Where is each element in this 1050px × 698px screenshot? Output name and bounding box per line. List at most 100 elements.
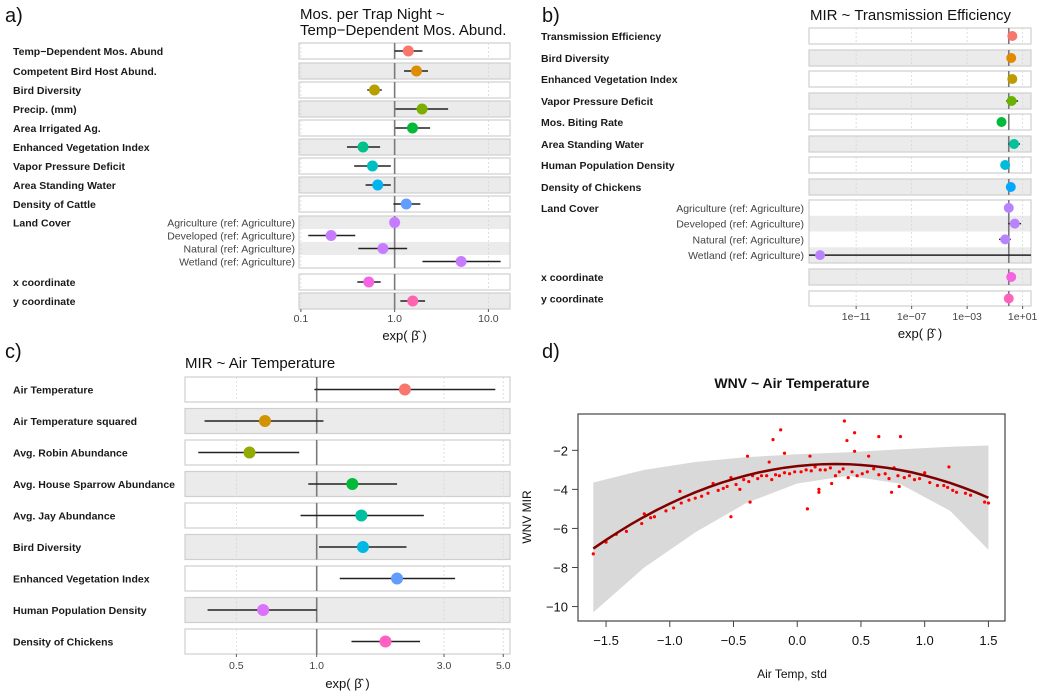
variable-label: Vapor Pressure Deficit xyxy=(541,96,654,108)
row-box xyxy=(808,113,1032,131)
row-box xyxy=(298,176,511,194)
data-point xyxy=(787,472,792,476)
variable-label: Enhanced Vegetation Index xyxy=(13,574,150,586)
estimate-point xyxy=(257,604,270,616)
row-stripe xyxy=(299,216,510,229)
x-tick-label: 0.5 xyxy=(852,633,870,648)
variable-label: y coordinate xyxy=(13,296,76,308)
estimate-point xyxy=(1006,96,1017,106)
forest-row-group: Enhanced Vegetation Index xyxy=(541,70,1032,88)
variable-label: Vapor Pressure Deficit xyxy=(13,161,126,173)
row-box xyxy=(808,199,1032,264)
estimate-point xyxy=(1009,218,1020,229)
estimate-point xyxy=(1006,53,1017,63)
data-point xyxy=(799,470,803,474)
variable-label: Avg. Robin Abundance xyxy=(13,448,128,460)
data-point xyxy=(852,431,857,435)
data-point xyxy=(963,491,968,495)
variable-label: Competent Bird Host Abund. xyxy=(13,66,157,78)
row-stripe xyxy=(299,82,510,98)
data-point xyxy=(734,482,738,487)
variable-label: Air Temperature xyxy=(13,385,93,397)
data-point xyxy=(942,483,946,488)
data-point xyxy=(652,515,657,519)
variable-label: Area Standing Water xyxy=(13,180,116,192)
x-tick-label: 1.0 xyxy=(309,660,324,672)
row-box xyxy=(184,407,511,435)
level-label: Wetland (ref: Agriculture) xyxy=(688,250,804,262)
variable-label: Bird Diversity xyxy=(13,542,81,554)
data-point xyxy=(642,512,646,516)
row-box xyxy=(184,376,511,403)
data-point xyxy=(678,489,682,493)
forest-row-group: Land Cover Agriculture (ref: Agriculture)… xyxy=(13,215,511,269)
forest-row-group: Vapor Pressure Deficit xyxy=(13,157,511,175)
data-point xyxy=(640,521,644,526)
estimate-point xyxy=(1009,139,1020,149)
forest-row-group: y coordinate xyxy=(13,292,511,310)
chart-title: MIR ~ Transmission Efficiency xyxy=(810,7,1012,24)
forest-plot-panel-c: c) MIR ~ Air Temperature Air Temperature Ai… xyxy=(5,341,511,691)
forest-row-group: Air Temperature xyxy=(13,376,511,403)
row-box xyxy=(298,138,511,156)
variable-label: Temp−Dependent Mos. Abund xyxy=(13,46,163,58)
data-point xyxy=(747,479,751,484)
variable-label: Area Standing Water xyxy=(541,139,644,151)
forest-row-group: x coordinate xyxy=(13,273,511,291)
data-point xyxy=(887,477,891,481)
x-tick-label: 0.1 xyxy=(294,313,309,325)
x-tick-label: 10.0 xyxy=(478,313,499,325)
panel-label: c) xyxy=(5,341,22,363)
level-label: Agriculture (ref: Agriculture) xyxy=(676,203,804,215)
forest-row-group: Avg. House Sparrow Abundance xyxy=(13,470,511,498)
data-point xyxy=(946,485,950,490)
x-tick-label: 1e−11 xyxy=(842,311,871,323)
data-point xyxy=(928,480,932,485)
data-point xyxy=(865,470,869,474)
row-stripe xyxy=(809,136,1031,152)
x-axis-label: Air Temp, std xyxy=(757,667,827,681)
row-stripe xyxy=(299,158,510,174)
variable-label: Density of Chickens xyxy=(13,637,114,649)
data-point xyxy=(828,466,832,470)
data-point xyxy=(591,552,595,556)
forest-row-group: Area Standing Water xyxy=(541,135,1032,153)
forest-row-group: Enhanced Vegetation Index xyxy=(13,565,511,592)
variable-label: Land Cover xyxy=(13,218,71,230)
estimate-point xyxy=(377,243,389,254)
data-point xyxy=(700,494,704,498)
variable-label: Enhanced Vegetation Index xyxy=(13,142,150,154)
data-point xyxy=(817,487,821,491)
data-point xyxy=(902,476,906,480)
data-point xyxy=(954,490,959,494)
estimate-point xyxy=(407,295,419,307)
estimate-point xyxy=(1000,234,1011,245)
data-point xyxy=(986,501,991,505)
data-point xyxy=(721,486,725,491)
data-point xyxy=(756,477,760,481)
forest-plot-panel-a: a) Mos. per Trap Night ~Temp−Dependent Mo… xyxy=(5,5,511,343)
row-box xyxy=(298,100,511,118)
data-point xyxy=(671,506,676,510)
x-tick-label: 3.0 xyxy=(437,660,452,672)
forest-row-group: Avg. Robin Abundance xyxy=(13,439,511,466)
row-box xyxy=(808,27,1032,45)
data-point xyxy=(745,454,750,458)
level-label: Natural (ref: Agriculture) xyxy=(184,244,295,256)
estimate-point xyxy=(379,635,392,648)
data-point xyxy=(782,471,787,475)
estimate-point xyxy=(1003,202,1014,213)
data-point xyxy=(833,474,838,478)
forest-row-group: Bird Diversity xyxy=(13,533,511,561)
data-point xyxy=(779,428,783,432)
data-point xyxy=(805,507,810,511)
row-box xyxy=(808,268,1032,286)
data-point xyxy=(845,438,849,443)
row-stripe xyxy=(809,71,1031,87)
x-tick-label: 5.0 xyxy=(496,660,511,672)
x-tick-label: 1e+01 xyxy=(1008,311,1038,323)
forest-row-group: Density of Chickens xyxy=(541,178,1032,196)
data-point xyxy=(850,470,854,474)
data-point xyxy=(918,477,922,481)
estimate-point xyxy=(1005,182,1016,192)
